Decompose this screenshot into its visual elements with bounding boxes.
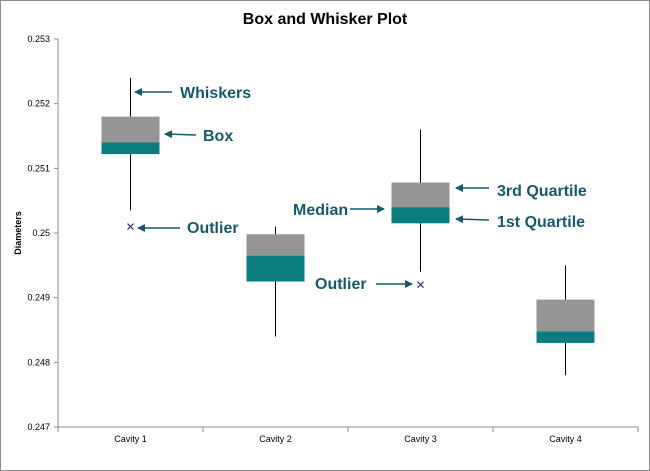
y-tick-label: 0.252: [27, 99, 50, 109]
annotation-whiskers: Whiskers: [180, 85, 251, 102]
box-lower-segment: [101, 142, 160, 155]
y-tick-label: 0.251: [27, 163, 50, 173]
y-tick-group: 0.247 0.248 0.249 0.25 0.251 0.252 0.253: [27, 34, 58, 432]
arrow-box: [164, 130, 197, 139]
box-cavity-1: [101, 77, 160, 230]
y-tick-label: 0.248: [27, 357, 50, 367]
chart-title: Box and Whisker Plot: [243, 11, 408, 28]
x-tick-group: Cavity 1 Cavity 2 Cavity 3 Cavity 4: [57, 427, 639, 444]
annotation-box: Box: [203, 128, 233, 145]
box-lower-segment: [246, 255, 305, 282]
annotation-1st-quartile: 1st Quartile: [497, 214, 585, 231]
y-tick-label: 0.249: [27, 293, 50, 303]
box-lower-segment: [536, 331, 595, 343]
box-cavity-4: [536, 265, 595, 376]
outlier-marker: [417, 281, 424, 289]
annotation-3rd-quartile: 3rd Quartile: [497, 183, 587, 200]
annotation-median: Median: [293, 202, 348, 219]
outlier-marker: [127, 223, 134, 230]
x-tick-label: Cavity 4: [549, 434, 582, 444]
x-tick-label: Cavity 1: [114, 434, 147, 444]
box-upper-segment: [536, 299, 595, 332]
annotation-group: Whiskers Box Outlier Median 3rd Quartile…: [134, 85, 587, 293]
annotation-outlier-1: Outlier: [187, 220, 239, 237]
annotation-outlier-2: Outlier: [315, 276, 367, 293]
box-group: [101, 77, 595, 376]
box-upper-segment: [101, 116, 160, 143]
x-tick-label: Cavity 3: [404, 434, 437, 444]
box-upper-segment: [391, 182, 450, 208]
arrow-1st-quartile: [455, 215, 490, 224]
box-upper-segment: [246, 234, 305, 256]
y-tick-label: 0.247: [27, 422, 50, 432]
box-cavity-3: [391, 129, 450, 289]
x-tick-label: Cavity 2: [259, 434, 292, 444]
y-axis-label: Diameters: [13, 211, 23, 255]
y-tick-label: 0.253: [27, 34, 50, 44]
box-cavity-2: [246, 226, 305, 337]
y-tick-label: 0.25: [32, 228, 50, 238]
box-lower-segment: [391, 207, 450, 224]
